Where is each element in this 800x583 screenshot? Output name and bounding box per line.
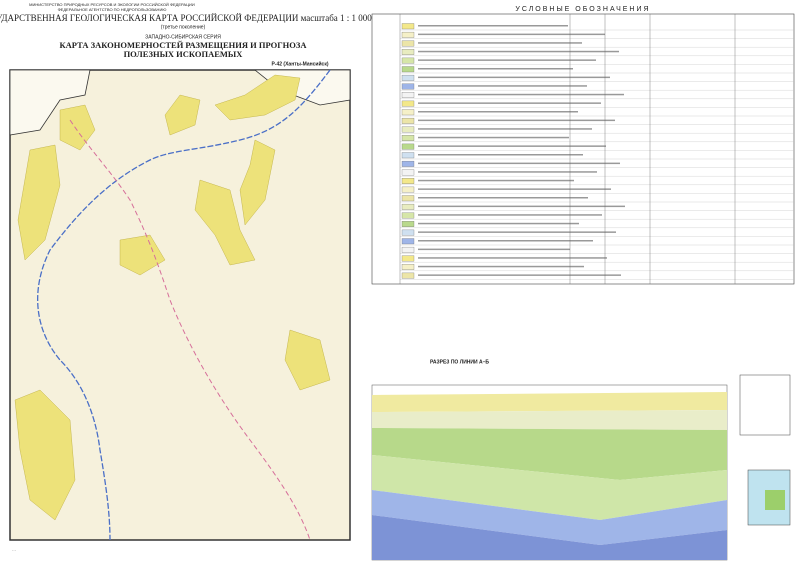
legend-text-line — [418, 136, 569, 139]
legend-text-line — [418, 33, 605, 36]
legend-text-line — [418, 93, 624, 96]
deposit-zone — [17, 144, 61, 261]
location-highlight — [765, 490, 785, 510]
layer — [372, 428, 727, 480]
legend-text-line — [418, 154, 583, 156]
legend-title: УСЛОВНЫЕ ОБОЗНАЧЕНИЯ — [515, 6, 650, 13]
legend-swatch — [401, 31, 415, 38]
legend-text-line — [418, 274, 621, 276]
legend-text-line — [418, 85, 587, 87]
legend-text-line — [418, 231, 616, 233]
legend-swatch — [401, 74, 415, 81]
cross-section — [371, 384, 728, 561]
legend-swatch — [401, 169, 415, 176]
legend-text-line — [418, 76, 610, 79]
deposit-zone — [59, 104, 96, 151]
legend-text-line — [418, 214, 602, 216]
layer — [372, 515, 727, 560]
layer — [372, 490, 727, 545]
legend-swatch — [401, 221, 415, 227]
sheet-code: P-42 (Ханты-Мансийск) — [271, 60, 328, 67]
profile-line — [69, 119, 311, 541]
legend-text-line — [418, 50, 619, 53]
legend-swatch — [401, 92, 415, 98]
legend-swatch — [401, 49, 415, 55]
legend-swatch — [401, 186, 415, 193]
legend-swatch — [401, 117, 415, 124]
legend-swatch — [401, 152, 415, 159]
legend-swatch — [401, 83, 415, 90]
generation: (третье поколение) — [161, 24, 206, 30]
legend-text-line — [418, 42, 582, 44]
deposit-zones — [14, 74, 331, 521]
legend-swatch — [401, 135, 415, 141]
legend-swatch — [401, 100, 415, 107]
deposit-zone — [214, 74, 301, 121]
legend: УСЛОВНЫЕ ОБОЗНАЧЕНИЯ — [371, 6, 795, 285]
legend-text-line — [418, 240, 593, 242]
legend-swatch — [401, 238, 415, 245]
ministry: МИНИСТЕРСТВО ПРИРОДНЫХ РЕСУРСОВ И ЭКОЛОГ… — [29, 2, 195, 7]
section-title: РАЗРЕЗ ПО ЛИНИИ А–Б — [430, 359, 489, 365]
legend-text-line — [418, 188, 611, 190]
legend-swatch — [401, 23, 415, 30]
legend-swatch — [401, 66, 415, 73]
legend-swatch — [401, 264, 415, 270]
region-outline — [9, 69, 91, 136]
deposit-zone — [14, 389, 76, 521]
legend-text-line — [418, 205, 625, 208]
legend-swatch — [401, 143, 415, 150]
legend-swatch — [401, 40, 415, 47]
map-footnote: … — [12, 547, 16, 552]
legend-swatch — [401, 212, 415, 219]
sheet-layout-inset — [739, 374, 791, 436]
legend-swatch — [401, 178, 415, 184]
legend-text-line — [418, 257, 607, 259]
legend-text-line — [418, 119, 615, 122]
legend-text-line — [418, 128, 592, 130]
legend-text-line — [418, 248, 570, 251]
deposit-zone — [194, 179, 256, 266]
deposit-zone — [239, 139, 276, 226]
layer — [372, 410, 727, 430]
legend-swatch — [401, 272, 415, 279]
legend-text-line — [418, 222, 579, 225]
map-title: КАРТА ЗАКОНОМЕРНОСТЕЙ РАЗМЕЩЕНИЯ И ПРОГН… — [59, 40, 307, 50]
layer — [372, 392, 727, 412]
legend-swatch — [401, 255, 415, 262]
deposit-zone — [284, 329, 331, 391]
legend-swatch — [401, 246, 415, 253]
legend-text-line — [418, 179, 574, 182]
series: ЗАПАДНО-СИБИРСКАЯ СЕРИЯ — [145, 34, 221, 40]
layer — [372, 455, 727, 520]
legend-swatch — [401, 126, 415, 133]
legend-frame — [371, 13, 795, 285]
legend-swatch — [401, 229, 415, 236]
map — [9, 69, 351, 541]
legend-text-line — [418, 68, 573, 70]
legend-text-line — [418, 265, 584, 268]
deposit-zone — [119, 234, 166, 276]
river — [37, 69, 331, 541]
legend-text-line — [418, 111, 578, 113]
legend-swatch — [401, 57, 415, 64]
agency: ФЕДЕРАЛЬНОЕ АГЕНТСТВО ПО НЕДРОПОЛЬЗОВАНИ… — [58, 7, 167, 12]
main-title: ГОСУДАРСТВЕННАЯ ГЕОЛОГИЧЕСКАЯ КАРТА РОСС… — [0, 13, 388, 23]
legend-text-line — [418, 145, 606, 147]
legend-text-line — [418, 59, 596, 61]
legend-text-line — [418, 102, 601, 104]
legend-text-line — [418, 25, 568, 27]
legend-swatch — [401, 195, 415, 202]
legend-text-line — [418, 162, 620, 165]
deposit-zone — [164, 94, 201, 136]
map-title: ПОЛЕЗНЫХ ИСКОПАЕМЫХ — [124, 49, 244, 59]
legend-text-line — [418, 197, 588, 199]
legend-swatch — [401, 160, 415, 167]
legend-swatch — [401, 203, 415, 210]
legend-text-line — [418, 171, 597, 173]
legend-swatch — [401, 109, 415, 116]
